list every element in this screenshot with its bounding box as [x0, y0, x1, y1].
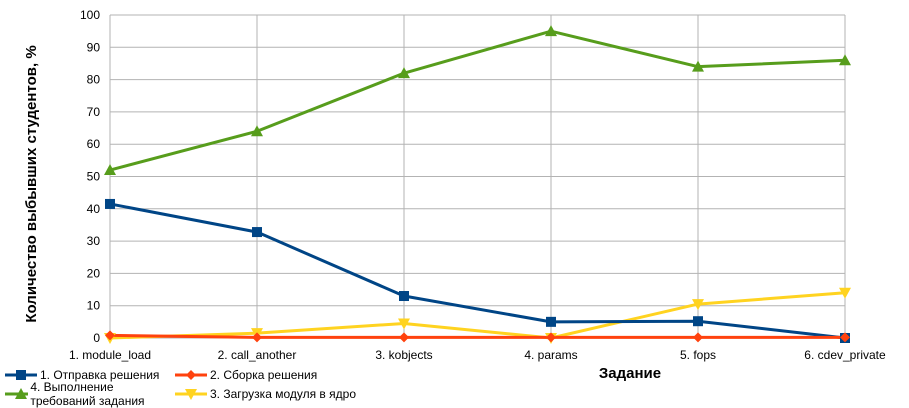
x-tick-label: 4. params — [524, 348, 577, 362]
data-point-series-4 — [692, 299, 704, 311]
grid-lines — [109, 14, 846, 339]
data-point-series-3 — [692, 60, 704, 72]
data-point-series-3 — [839, 54, 851, 66]
data-point-series-4 — [398, 318, 410, 330]
data-point-series-3 — [251, 125, 263, 137]
series-line-3 — [109, 29, 846, 172]
y-tick-label: 50 — [87, 170, 101, 184]
data-point-series-4 — [839, 287, 851, 299]
y-tick-label: 90 — [87, 40, 101, 54]
legend-item: 4. Выполнение требований задания — [4, 380, 174, 408]
legend-marker — [15, 388, 27, 399]
y-tick-label: 60 — [87, 137, 101, 151]
data-point-series-1 — [399, 291, 409, 302]
x-tick-label: 5. fops — [680, 348, 716, 362]
data-point-series-2 — [399, 332, 409, 343]
legend-item: 2. Сборка решения — [174, 368, 474, 382]
data-point-series-1 — [105, 198, 115, 209]
data-point-series-3 — [104, 164, 116, 176]
legend-label: 3. Загрузка модуля в ядро — [210, 387, 356, 401]
legend-item: 1. Отправка решения — [4, 368, 174, 382]
y-tick-label: 0 — [93, 331, 100, 345]
legend-marker — [186, 370, 196, 380]
chart-legend: 1. Отправка решения 2. Сборка решения 4. В… — [4, 368, 474, 408]
data-point-series-1 — [693, 316, 703, 327]
y-tick-label: 20 — [87, 266, 101, 280]
series-lines — [109, 29, 846, 340]
legend-label: 2. Сборка решения — [210, 368, 318, 382]
y-axis-title: Количество выбывших студентов, % — [23, 45, 40, 322]
data-point-series-2 — [546, 332, 556, 343]
x-tick-label: 2. call_another — [218, 348, 297, 362]
data-point-series-2 — [693, 332, 703, 343]
series-line-1 — [109, 202, 846, 340]
x-tick-label: 1. module_load — [69, 348, 151, 362]
legend-swatch — [175, 389, 207, 400]
y-tick-label: 80 — [87, 73, 101, 87]
y-tick-label: 70 — [87, 105, 101, 119]
legend-item: 3. Загрузка модуля в ядро — [174, 387, 474, 401]
legend-marker — [16, 370, 26, 380]
series-markers — [104, 25, 851, 344]
legend-label: 1. Отправка решения — [40, 368, 160, 382]
x-tick-label: 3. kobjects — [375, 348, 432, 362]
x-axis-title: Задание — [599, 365, 661, 382]
y-tick-label: 10 — [87, 299, 101, 313]
data-point-series-1 — [252, 227, 262, 238]
legend-swatch — [175, 370, 207, 380]
x-tick-label: 6. cdev_private — [804, 348, 886, 362]
y-tick-label: 100 — [80, 8, 100, 22]
data-point-series-3 — [545, 25, 557, 37]
y-tick-label: 30 — [87, 234, 101, 248]
data-point-series-3 — [398, 67, 410, 79]
x-axis-ticks: 1. module_load 2. call_another 3. kobjects… — [69, 348, 886, 362]
series-line-2 — [109, 333, 845, 339]
data-point-series-2 — [105, 330, 115, 341]
data-point-series-1 — [546, 316, 556, 327]
legend-swatch — [5, 388, 29, 399]
y-axis-ticks: 0 10 20 30 40 50 60 70 80 90 100 — [80, 8, 100, 345]
data-point-series-2 — [840, 332, 850, 343]
series-line-4 — [109, 291, 846, 340]
legend-label: 4. Выполнение требований задания — [30, 380, 145, 408]
y-tick-label: 40 — [87, 202, 101, 216]
data-point-series-2 — [252, 332, 262, 343]
legend-swatch — [5, 370, 37, 380]
legend-marker — [185, 389, 197, 400]
